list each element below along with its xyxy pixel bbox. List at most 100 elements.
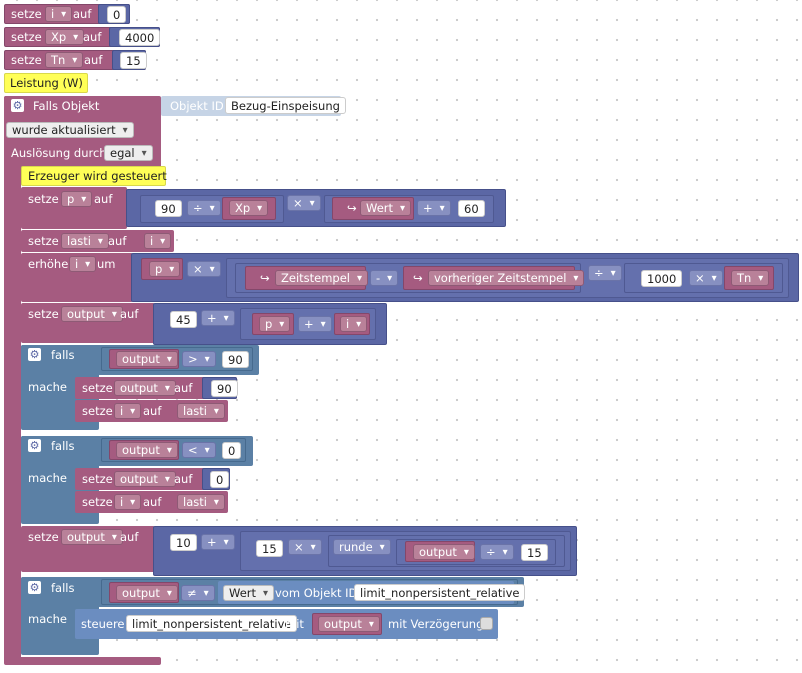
object-id-field[interactable]: Bezug-Einspeisung bbox=[225, 97, 346, 114]
var-p-dropdown[interactable]: p bbox=[149, 261, 181, 277]
falls-label: falls bbox=[51, 581, 75, 595]
var-output-dropdown[interactable]: output bbox=[413, 544, 475, 560]
var-lasti-dropdown[interactable]: lasti bbox=[177, 494, 225, 510]
var-p-dropdown[interactable]: p bbox=[259, 316, 291, 332]
runde-dropdown[interactable]: runde bbox=[333, 539, 391, 555]
op-dropdown[interactable]: ÷ bbox=[588, 265, 622, 281]
number-field[interactable]: 90 bbox=[211, 380, 238, 397]
auf-label: auf bbox=[120, 530, 139, 544]
var-output-dropdown[interactable]: output bbox=[116, 442, 178, 458]
comment-leistung[interactable] bbox=[4, 73, 88, 93]
var-output-dropdown[interactable]: output bbox=[114, 471, 176, 487]
var-i-dropdown[interactable]: i bbox=[144, 233, 172, 249]
var-output-dropdown[interactable]: output bbox=[114, 380, 176, 396]
setze-label: setze bbox=[11, 30, 42, 44]
zeitstempel-dropdown[interactable]: Zeitstempel bbox=[275, 270, 369, 286]
number-field[interactable]: 10 bbox=[170, 534, 197, 551]
delay-checkbox[interactable] bbox=[480, 617, 493, 630]
return-arrow-icon: ↪ bbox=[260, 271, 270, 285]
op-dropdown[interactable]: ÷ bbox=[480, 544, 514, 560]
gear-icon[interactable]: ⚙ bbox=[28, 439, 41, 452]
setze-label: setze bbox=[28, 234, 59, 248]
var-i-dropdown[interactable]: i bbox=[114, 494, 142, 510]
mit-label: mit bbox=[285, 617, 304, 631]
op-dropdown[interactable]: × bbox=[689, 270, 723, 286]
var-tn-dropdown[interactable]: Tn bbox=[731, 270, 770, 286]
var-xp-dropdown[interactable]: Xp bbox=[229, 200, 269, 216]
mache-label: mache bbox=[28, 612, 67, 626]
wert-dropdown[interactable]: Wert bbox=[223, 585, 275, 601]
gear-icon[interactable]: ⚙ bbox=[11, 99, 24, 112]
number-field[interactable]: 4000 bbox=[119, 29, 161, 46]
mit-verzoegerung-label: mit Verzögerung bbox=[388, 617, 484, 631]
auf-label: auf bbox=[108, 234, 127, 248]
var-output-dropdown[interactable]: output bbox=[61, 306, 123, 322]
var-output-dropdown[interactable]: output bbox=[116, 585, 178, 601]
object-id-field[interactable]: limit_nonpersistent_relative bbox=[354, 584, 526, 601]
number-field[interactable]: 15 bbox=[521, 544, 548, 561]
number-field[interactable]: 0 bbox=[210, 471, 230, 488]
number-field[interactable]: 90 bbox=[155, 200, 182, 217]
auf-label: auf bbox=[174, 472, 193, 486]
wert-dropdown[interactable]: Wert bbox=[360, 200, 412, 216]
number-field[interactable]: 60 bbox=[458, 200, 485, 217]
op-dropdown[interactable]: + bbox=[417, 200, 451, 216]
var-output-dropdown[interactable]: output bbox=[318, 616, 380, 632]
comment-erzeuger[interactable] bbox=[21, 166, 166, 186]
number-field[interactable]: 90 bbox=[222, 351, 249, 368]
number-field[interactable]: 1000 bbox=[641, 270, 683, 287]
auf-label: auf bbox=[83, 30, 102, 44]
number-field[interactable]: 15 bbox=[256, 540, 283, 557]
op-dropdown[interactable]: - bbox=[370, 270, 399, 286]
gear-icon[interactable]: ⚙ bbox=[28, 581, 41, 594]
op-dropdown[interactable]: < bbox=[182, 442, 216, 458]
var-i-dropdown[interactable]: i bbox=[114, 403, 142, 419]
setze-label: setze bbox=[28, 307, 59, 321]
var-p-dropdown[interactable]: p bbox=[61, 191, 93, 207]
op-dropdown[interactable]: ÷ bbox=[187, 200, 221, 216]
object-id-field[interactable]: limit_nonpersistent_relative bbox=[126, 615, 298, 632]
op-dropdown[interactable]: × bbox=[287, 195, 321, 211]
number-field[interactable]: 0 bbox=[107, 6, 127, 23]
vom-objekt-id-label: vom Objekt ID bbox=[275, 586, 358, 600]
trigger-footer bbox=[4, 657, 161, 665]
auf-label: auf bbox=[120, 307, 139, 321]
auf-label: auf bbox=[143, 404, 162, 418]
auf-label: auf bbox=[84, 53, 103, 67]
var-i-dropdown[interactable]: i bbox=[69, 256, 97, 272]
gear-icon[interactable]: ⚙ bbox=[28, 348, 41, 361]
op-dropdown[interactable]: + bbox=[201, 534, 235, 550]
var-xp-dropdown[interactable]: Xp bbox=[45, 29, 85, 45]
number-field[interactable]: 15 bbox=[120, 52, 147, 69]
auf-label: auf bbox=[73, 7, 92, 21]
var-lasti-dropdown[interactable]: lasti bbox=[61, 233, 109, 249]
var-output-dropdown[interactable]: output bbox=[116, 351, 178, 367]
setze-label: setze bbox=[28, 530, 59, 544]
trigger-mode-dropdown[interactable]: wurde aktualisiert bbox=[6, 122, 134, 138]
setze-label: setze bbox=[82, 495, 113, 509]
return-arrow-icon: ↪ bbox=[413, 271, 423, 285]
var-tn-dropdown[interactable]: Tn bbox=[45, 52, 84, 68]
op-dropdown[interactable]: > bbox=[182, 351, 216, 367]
falls-label: falls bbox=[51, 439, 75, 453]
op-dropdown[interactable]: + bbox=[201, 310, 235, 326]
vorheriger-zeitstempel-dropdown[interactable]: vorheriger Zeitstempel bbox=[428, 270, 585, 286]
var-i-dropdown[interactable]: i bbox=[45, 6, 73, 22]
mache-label: mache bbox=[28, 380, 67, 394]
op-dropdown[interactable]: × bbox=[187, 261, 221, 277]
op-dropdown[interactable]: + bbox=[298, 316, 332, 332]
ausloesung-dropdown[interactable]: egal bbox=[104, 145, 153, 161]
setze-label: setze bbox=[82, 381, 113, 395]
op-dropdown[interactable]: ≠ bbox=[181, 585, 215, 601]
op-dropdown[interactable]: × bbox=[288, 539, 322, 555]
auf-label: auf bbox=[143, 495, 162, 509]
object-id-label: Objekt ID bbox=[170, 99, 224, 113]
number-field[interactable]: 45 bbox=[170, 311, 197, 328]
var-i-dropdown[interactable]: i bbox=[340, 316, 368, 332]
var-lasti-dropdown[interactable]: lasti bbox=[177, 403, 225, 419]
setze-label: setze bbox=[28, 192, 59, 206]
number-field[interactable]: 0 bbox=[222, 442, 242, 459]
var-output-dropdown[interactable]: output bbox=[61, 529, 123, 545]
auf-label: auf bbox=[94, 192, 113, 206]
trigger-spine bbox=[4, 96, 21, 662]
